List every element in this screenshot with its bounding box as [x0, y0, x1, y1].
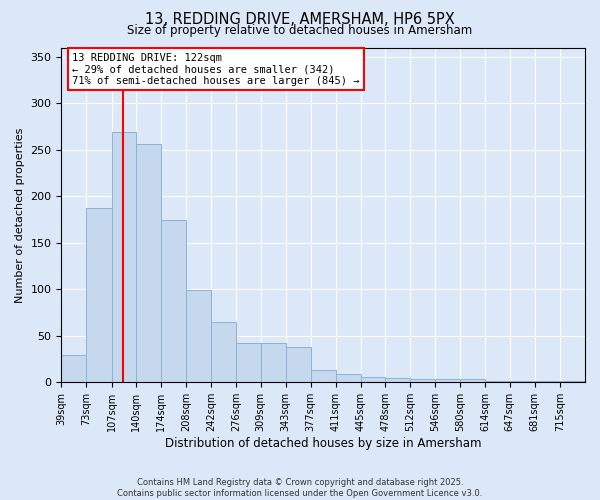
Bar [460, 378, 485, 382]
Bar [136, 144, 161, 382]
Bar [112, 132, 136, 382]
Text: Contains HM Land Registry data © Crown copyright and database right 2025.
Contai: Contains HM Land Registry data © Crown c… [118, 478, 482, 498]
Bar [311, 370, 336, 382]
Text: 13 REDDING DRIVE: 122sqm
← 29% of detached houses are smaller (342)
71% of semi-: 13 REDDING DRIVE: 122sqm ← 29% of detach… [72, 52, 359, 86]
Bar [336, 374, 361, 382]
Bar [161, 220, 186, 382]
Y-axis label: Number of detached properties: Number of detached properties [15, 127, 25, 302]
Bar [361, 377, 385, 382]
Text: 13, REDDING DRIVE, AMERSHAM, HP6 5PX: 13, REDDING DRIVE, AMERSHAM, HP6 5PX [145, 12, 455, 28]
Bar [61, 356, 86, 382]
X-axis label: Distribution of detached houses by size in Amersham: Distribution of detached houses by size … [165, 437, 481, 450]
Bar [385, 378, 410, 382]
Bar [410, 378, 435, 382]
Bar [435, 378, 460, 382]
Bar [260, 344, 286, 382]
Bar [211, 322, 236, 382]
Bar [186, 290, 211, 382]
Bar [236, 344, 260, 382]
Bar [286, 347, 311, 382]
Text: Size of property relative to detached houses in Amersham: Size of property relative to detached ho… [127, 24, 473, 37]
Bar [86, 208, 112, 382]
